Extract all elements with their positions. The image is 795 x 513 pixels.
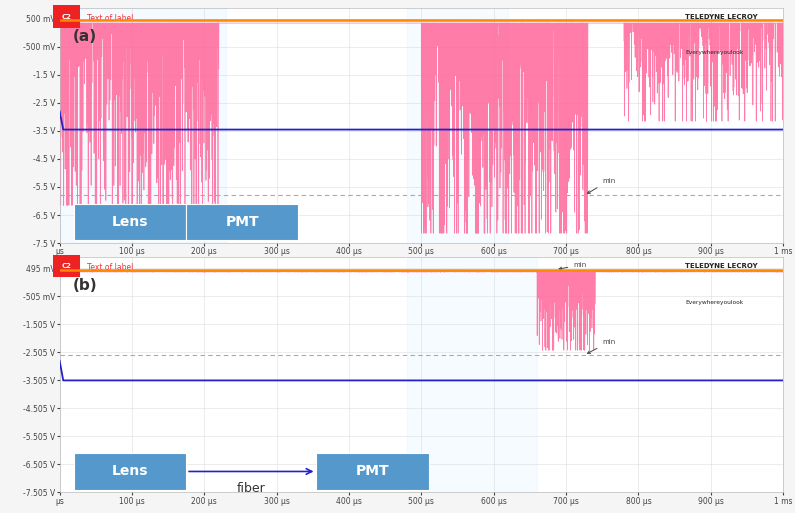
- Text: Everywhereyoulook: Everywhereyoulook: [685, 50, 743, 55]
- Text: (b): (b): [72, 278, 97, 293]
- Text: Everywhereyoulook: Everywhereyoulook: [685, 300, 743, 305]
- Text: PMT: PMT: [355, 464, 390, 479]
- Text: Text of label: Text of label: [87, 13, 134, 23]
- Text: TELEDYNE LECROY: TELEDYNE LECROY: [685, 263, 758, 269]
- Text: fiber: fiber: [237, 482, 266, 495]
- Text: Lens: Lens: [112, 215, 149, 229]
- Text: (a): (a): [72, 29, 97, 44]
- Bar: [407, 257, 537, 492]
- Bar: [316, 453, 429, 490]
- Text: Lens: Lens: [112, 464, 149, 479]
- Text: C2: C2: [62, 263, 72, 269]
- Text: PMT: PMT: [226, 215, 259, 229]
- Bar: [186, 204, 298, 240]
- Bar: [74, 453, 186, 490]
- Text: min: min: [559, 262, 587, 270]
- Text: min: min: [588, 178, 615, 193]
- Bar: [60, 8, 226, 243]
- Bar: [74, 204, 186, 240]
- Text: min: min: [588, 339, 615, 353]
- Text: Text of label: Text of label: [87, 263, 134, 272]
- Text: TELEDYNE LECROY: TELEDYNE LECROY: [685, 13, 758, 19]
- Bar: [407, 8, 508, 243]
- Text: C2: C2: [62, 13, 72, 19]
